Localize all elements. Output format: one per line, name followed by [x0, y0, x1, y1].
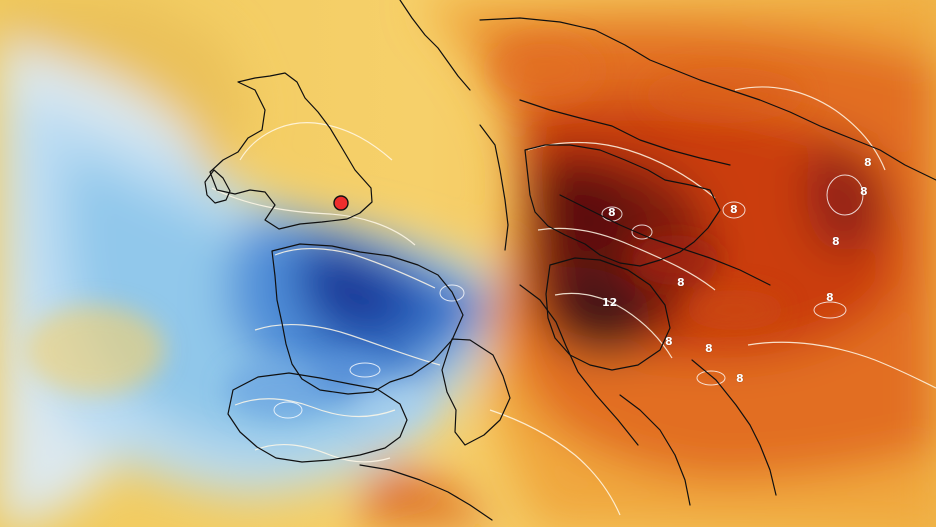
contour-mediterranean — [489, 409, 621, 516]
balkan-heat-pocket — [685, 290, 785, 330]
germany-poland-region — [524, 144, 721, 267]
contour-france-south — [254, 323, 441, 366]
small-contours — [273, 174, 864, 419]
contour-ring-9 — [696, 370, 726, 386]
contour-label-8-b: 8 — [730, 203, 738, 216]
contour-britain-north — [239, 122, 393, 161]
iberia-cool-pocket-2 — [310, 353, 390, 397]
contour-label-8-h: 8 — [665, 335, 673, 348]
northern-heat-pocket — [645, 67, 805, 123]
contour-ring-3 — [826, 174, 864, 216]
contour-label-8-e: 8 — [832, 235, 840, 248]
central-europe-heat-pocket — [630, 235, 720, 285]
temperature-detail — [25, 35, 805, 427]
contour-ring-2 — [722, 201, 746, 219]
italy-outline — [441, 338, 511, 446]
contour-germany — [527, 141, 716, 199]
benelux-border-line — [479, 124, 509, 251]
aegean-coast-line — [619, 394, 691, 506]
contour-label-8-c: 8 — [864, 156, 872, 169]
contour-ring-4 — [813, 301, 847, 319]
eastern-border-line — [559, 194, 771, 286]
contour-alps — [554, 292, 673, 359]
northern-border-line — [479, 17, 936, 181]
contour-ring-6 — [349, 362, 381, 378]
heat-core-south — [554, 265, 650, 356]
iberia-cool-pocket-3 — [352, 383, 428, 427]
iberia-outline — [227, 372, 408, 463]
ireland-coastline — [204, 169, 231, 204]
adriatic-line — [519, 284, 639, 446]
contour-label-8-j: 8 — [736, 372, 744, 385]
scandinavia-heat-pocket — [490, 35, 600, 105]
uk-coastline — [209, 72, 373, 230]
contour-central-europe — [537, 227, 716, 291]
scandinavia-coast-line — [399, 0, 471, 91]
atlantic-warm-tongue — [25, 305, 165, 395]
contour-lines — [211, 86, 936, 516]
contour-britain-south — [211, 187, 416, 246]
coastlines-and-borders — [204, 0, 936, 521]
eastern-heat-pocket — [806, 145, 886, 255]
contour-label-8-d: 8 — [860, 185, 868, 198]
alpine-cold-pocket — [428, 280, 495, 331]
contour-eastern-south — [747, 341, 936, 389]
contour-label-8-a: 8 — [608, 206, 616, 219]
contour-labels: 12 8 8 8 8 8 8 8 8 8 8 — [602, 156, 872, 386]
contour-ring-8 — [631, 224, 653, 240]
greece-coast-line — [691, 359, 777, 496]
contour-iberia-south — [254, 444, 391, 463]
contour-label-8-f: 8 — [677, 276, 685, 289]
contour-france-north — [274, 248, 436, 289]
contour-iberia-north — [234, 398, 396, 418]
contour-label-12: 12 — [602, 296, 617, 309]
africa-coast-line — [359, 464, 493, 521]
central-border-line — [519, 99, 731, 166]
contour-label-8-i: 8 — [826, 291, 834, 304]
contour-ring-5 — [439, 284, 465, 302]
france-outline — [271, 243, 464, 395]
contour-label-8-g: 8 — [705, 342, 713, 355]
location-marker — [333, 195, 349, 211]
contour-ring-7 — [273, 401, 303, 419]
balkans-region — [545, 257, 671, 371]
north-africa-heat — [360, 460, 490, 527]
london-marker-icon — [333, 195, 349, 211]
cold-core-max — [312, 250, 392, 324]
